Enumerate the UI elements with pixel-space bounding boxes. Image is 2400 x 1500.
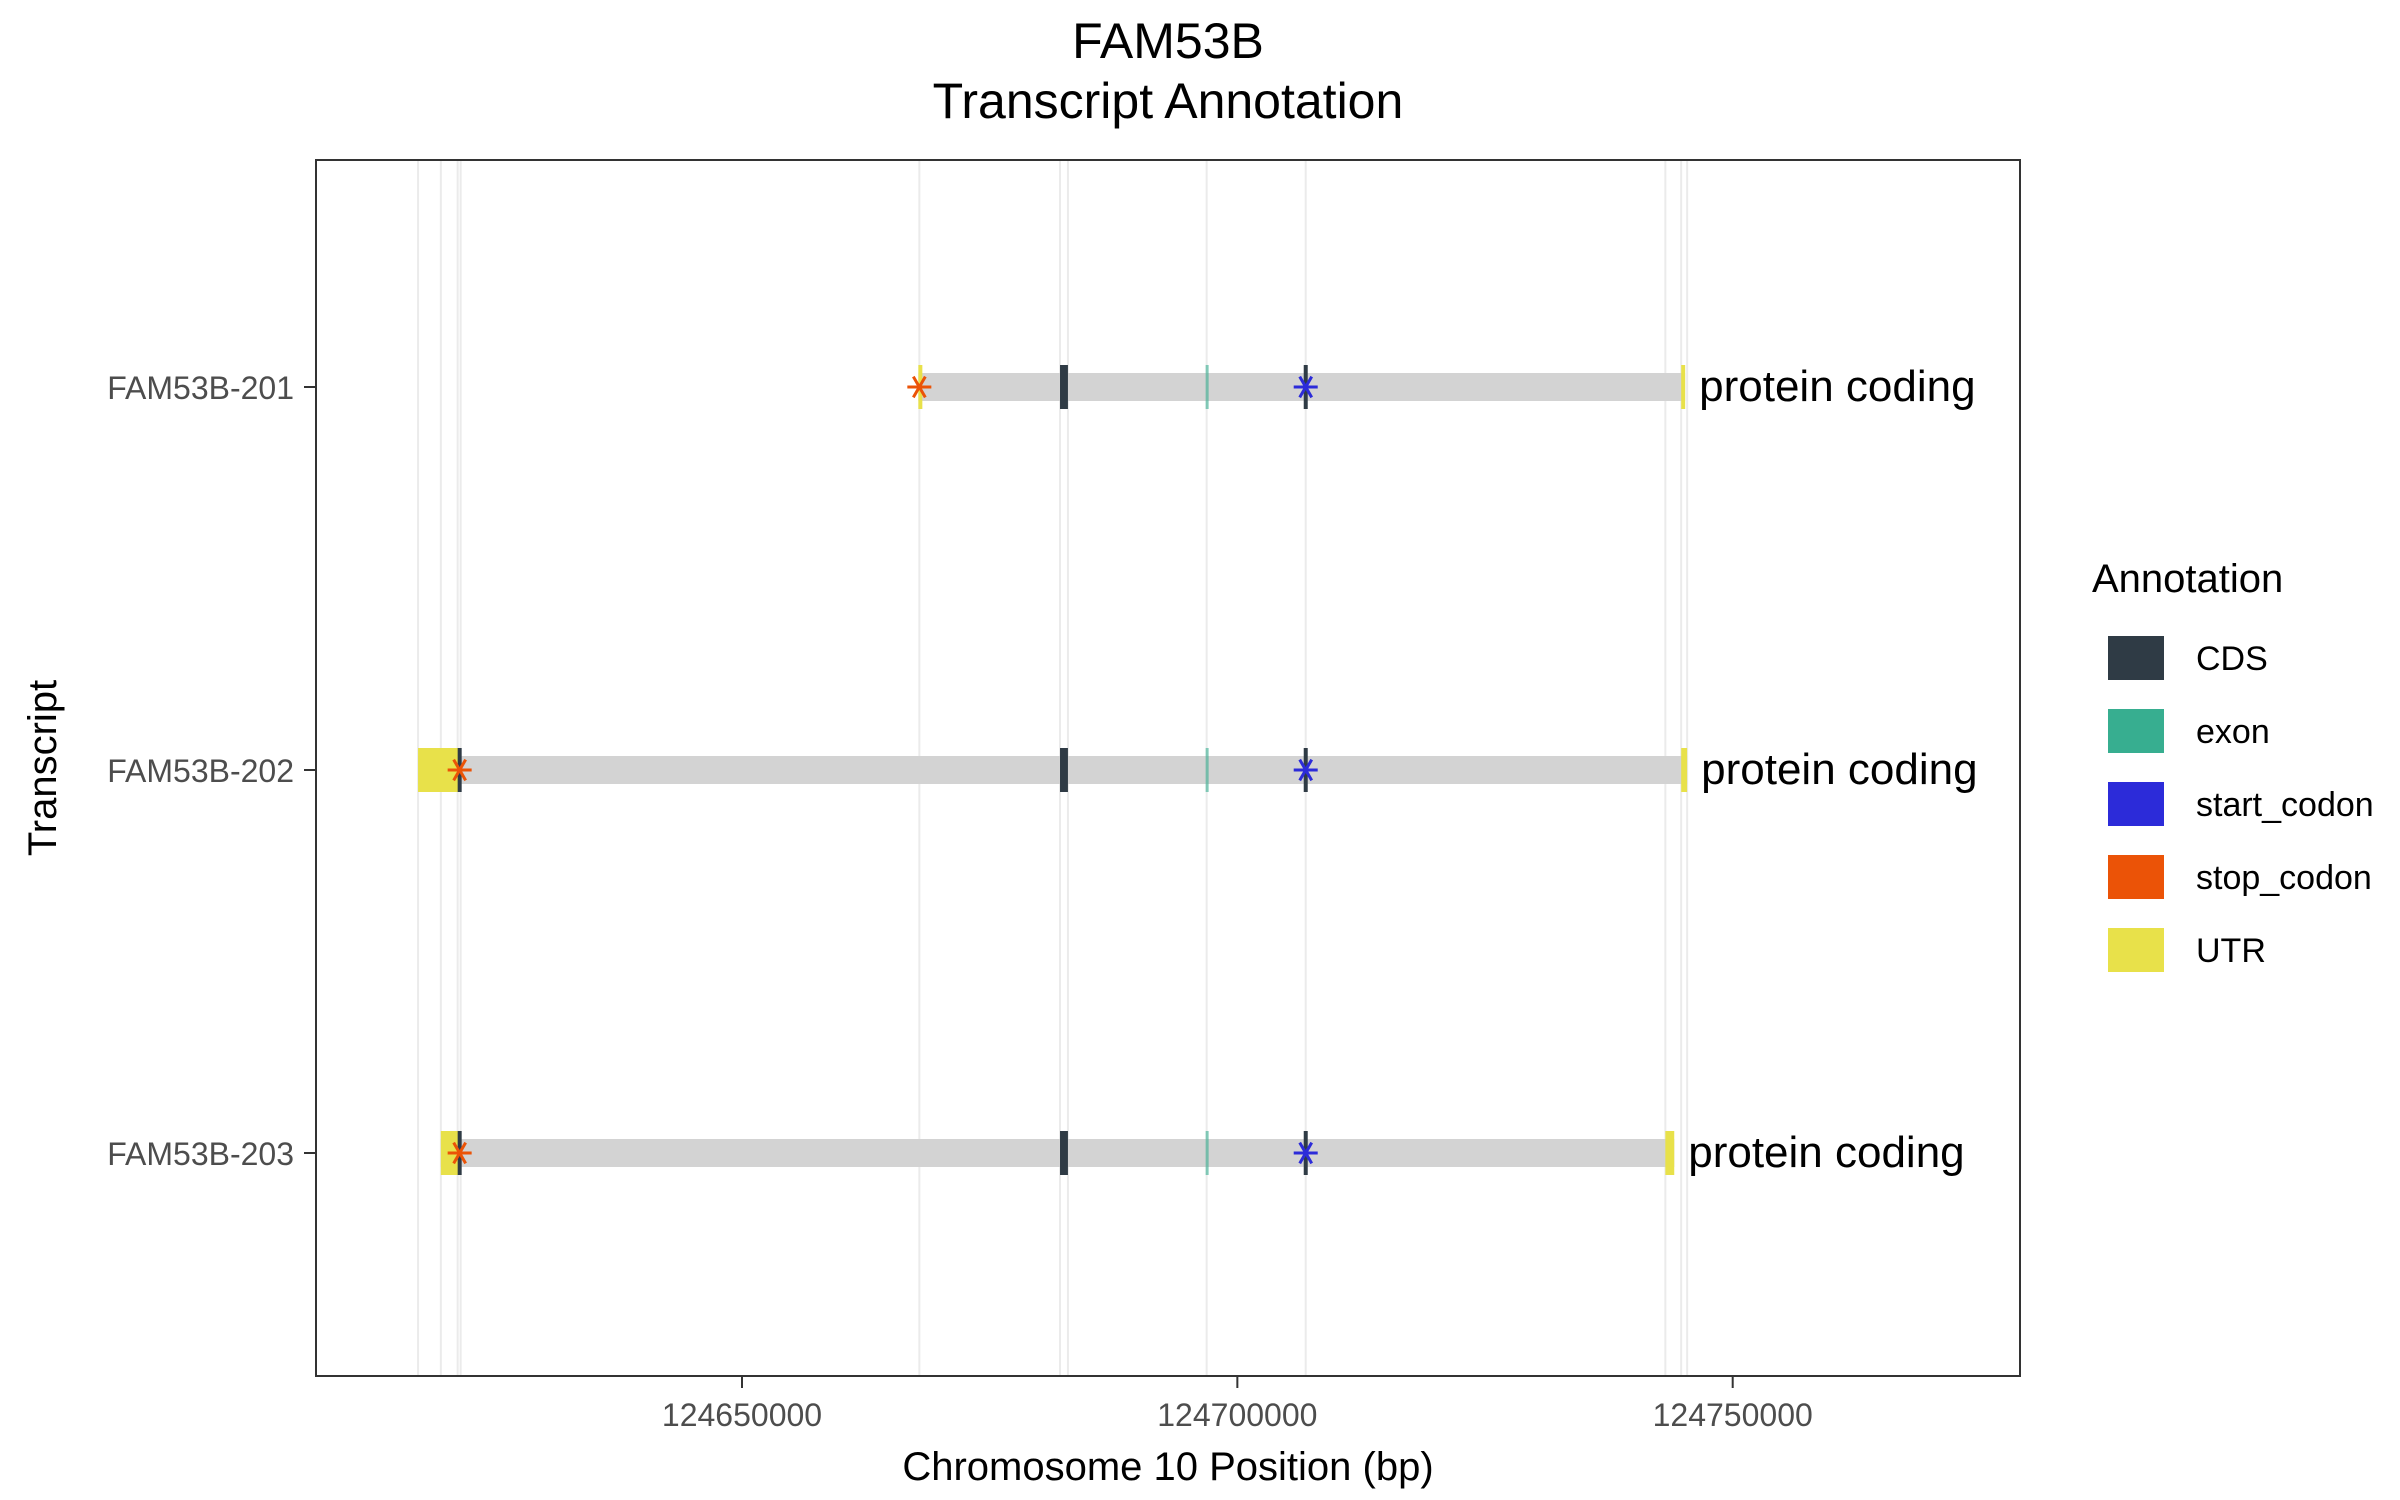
cds-segment (1060, 748, 1068, 792)
x-tick-label: 124650000 (662, 1397, 822, 1433)
stop-codon-marker-stroke (912, 375, 927, 399)
legend-swatch-cds (2108, 636, 2164, 680)
x-tick-label: 124700000 (1157, 1397, 1317, 1433)
legend-label-utr: UTR (2196, 932, 2266, 970)
y-tick-label: FAM53B-203 (107, 1136, 294, 1172)
exon-segment (1205, 365, 1209, 409)
transcript-backbone (440, 1139, 1675, 1167)
chart-title-line2: Transcript Annotation (933, 73, 1404, 129)
start-codon-marker-stroke (1298, 375, 1314, 399)
x-axis-title: Chromosome 10 Position (bp) (902, 1445, 1433, 1489)
stop-codon-marker-stroke (452, 758, 467, 782)
legend-label-exon: exon (2196, 713, 2270, 751)
start-codon-marker (1293, 758, 1318, 782)
biotype-label: protein coding (1688, 1128, 1964, 1177)
legend-label-stop-codon: stop_codon (2196, 859, 2372, 897)
utr-segment (1681, 365, 1686, 409)
plot-panel-border (315, 159, 2021, 1377)
y-axis-title: Transcript (21, 680, 65, 856)
stop-codon-marker (447, 1141, 472, 1165)
legend-swatch-stop-codon (2108, 855, 2164, 899)
biotype-label: protein coding (1701, 745, 1977, 794)
legend-swatch-utr (2108, 928, 2164, 972)
legend: Annotation CDS exon start_codon stop_codon U… (2092, 557, 2374, 972)
start-codon-marker (1293, 375, 1318, 399)
legend-swatch-exon (2108, 709, 2164, 753)
start-codon-marker-stroke (1298, 1141, 1314, 1165)
legend-label-start-codon: start_codon (2196, 786, 2374, 824)
start-codon-marker-stroke (1298, 758, 1314, 782)
y-axis: FAM53B-203 FAM53B-202 FAM53B-201 (107, 370, 316, 1172)
legend-title: Annotation (2092, 557, 2283, 601)
chart-title-line1: FAM53B (1072, 13, 1264, 69)
transcript-backbones (418, 373, 1688, 1167)
x-axis: 124650000 124700000 124750000 (662, 1376, 1813, 1433)
transcript-backbone (418, 756, 1688, 784)
legend-label-cds: CDS (2196, 640, 2268, 678)
cds-segment (1060, 1131, 1068, 1175)
utr-segment (1681, 748, 1688, 792)
y-tick-label: FAM53B-201 (107, 370, 294, 406)
codon-markers (447, 375, 1318, 1165)
biotype-label: protein coding (1699, 362, 1975, 411)
stop-codon-marker-stroke (452, 1141, 467, 1165)
biotype-labels: protein coding protein coding protein codi… (1688, 362, 1977, 1177)
x-tick-label: 124750000 (1653, 1397, 1813, 1433)
legend-swatch-start-codon (2108, 782, 2164, 826)
exon-segment (1205, 1131, 1209, 1175)
stop-codon-marker (447, 758, 472, 782)
stop-codon-marker (907, 375, 932, 399)
cds-segment (1060, 365, 1068, 409)
start-codon-marker (1293, 1141, 1318, 1165)
y-tick-label: FAM53B-202 (107, 753, 294, 789)
exon-segment (1205, 748, 1209, 792)
utr-segment (1665, 1131, 1675, 1175)
